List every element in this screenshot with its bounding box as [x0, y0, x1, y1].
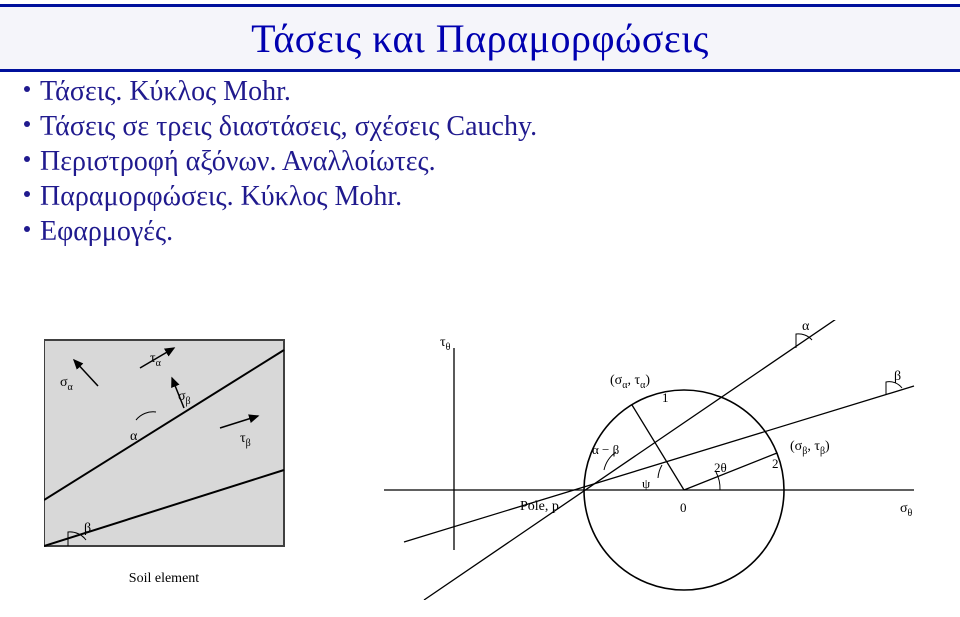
bullet-item: Εφαρμογές.	[24, 214, 537, 249]
two-theta-label: 2θ	[714, 460, 727, 475]
soil-element-caption: Soil element	[129, 571, 199, 586]
bullet-text: Περιστροφή αξόνων. Αναλλοίωτες.	[40, 144, 436, 179]
bullet-item: Τάσεις. Κύκλος Mohr.	[24, 74, 537, 109]
bullet-item: Περιστροφή αξόνων. Αναλλοίωτες.	[24, 144, 537, 179]
sigma-axis-label: σθ	[900, 501, 913, 519]
pole-label: Pole, p	[520, 499, 559, 514]
beta-line-label: β	[894, 369, 901, 384]
point1-num: 1	[662, 390, 669, 405]
point1-label: (σα, τα)	[610, 373, 650, 391]
psi-label: ψ	[642, 476, 650, 491]
mohr-figure: σα τα σβ τβ α β Soil element	[44, 320, 924, 600]
mohr-circle-panel: τθ σθ (σα, τα) 1 (σβ, τβ) 2 Pole, p	[384, 320, 914, 600]
soil-element-panel: σα τα σβ τβ α β Soil element	[44, 340, 284, 586]
bullet-text: Τάσεις. Κύκλος Mohr.	[40, 74, 291, 109]
bullet-dot	[24, 86, 30, 92]
bullet-dot	[24, 121, 30, 127]
bullet-dot	[24, 191, 30, 197]
bullet-text: Εφαρμογές.	[40, 214, 173, 249]
bullet-item: Παραμορφώσεις. Κύκλος Mohr.	[24, 179, 537, 214]
bullet-item: Τάσεις σε τρεις διαστάσεις, σχέσεις Cauc…	[24, 109, 537, 144]
point2-num: 2	[772, 456, 779, 471]
bullet-list: Τάσεις. Κύκλος Mohr. Τάσεις σε τρεις δια…	[24, 74, 537, 249]
beta-angle-label: β	[84, 521, 91, 536]
alpha-angle-label: α	[130, 429, 138, 444]
title-band: Τάσεις και Παραμορφώσεις	[0, 4, 960, 72]
alpha-line-label: α	[802, 320, 810, 334]
point2-label: (σβ, τβ)	[790, 439, 830, 457]
page-title: Τάσεις και Παραμορφώσεις	[251, 15, 709, 62]
bullet-dot	[24, 226, 30, 232]
alpha-minus-beta-label: α − β	[592, 442, 620, 457]
bullet-dot	[24, 156, 30, 162]
origin-label: 0	[680, 500, 687, 515]
bullet-text: Παραμορφώσεις. Κύκλος Mohr.	[40, 179, 402, 214]
bullet-text: Τάσεις σε τρεις διαστάσεις, σχέσεις Cauc…	[40, 109, 537, 144]
tau-axis-label: τθ	[440, 335, 451, 353]
